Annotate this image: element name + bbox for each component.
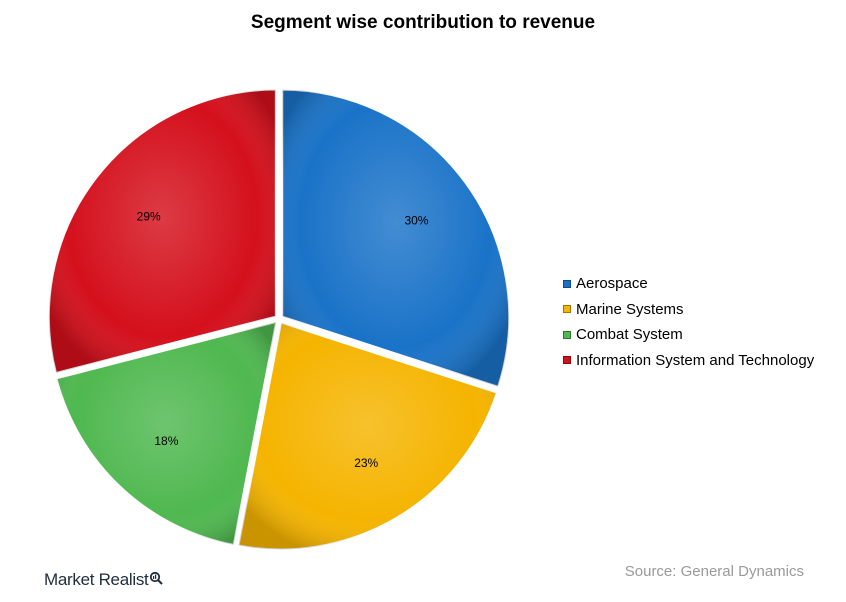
legend-label: Information System and Technology: [576, 351, 815, 369]
legend-label: Combat System: [576, 326, 683, 344]
chart-title: Segment wise contribution to revenue: [250, 12, 596, 33]
legend-item-aerospace: Aerospace: [563, 271, 814, 297]
legend-label: Marine Systems: [576, 300, 684, 318]
legend-item-marine-systems: Marine Systems: [563, 297, 814, 323]
data-label-information-system-and-technology: 29%: [137, 209, 161, 223]
pie-slice-shading: [238, 322, 497, 550]
data-label-aerospace: 30%: [404, 214, 428, 228]
pie-slice-shading: [56, 321, 277, 545]
brand-name: Market Realist: [44, 570, 149, 589]
legend-swatch: [563, 330, 571, 339]
magnifier-icon: [149, 570, 164, 590]
brand-logo: Market Realist: [44, 570, 164, 590]
legend-item-combat-system: Combat System: [563, 322, 814, 348]
legend-swatch: [563, 305, 571, 314]
data-label-combat-system: 18%: [154, 434, 178, 448]
pie-slice-shading: [282, 89, 510, 387]
legend-swatch: [563, 356, 571, 365]
legend: Aerospace Marine Systems Combat System Info…: [563, 271, 814, 373]
legend-swatch: [563, 279, 571, 288]
legend-label: Aerospace: [576, 275, 648, 293]
legend-item-information-system-and-technology: Information System and Technology: [563, 348, 814, 374]
pie-slice-shading: [48, 89, 276, 374]
source-note: Source: General Dynamics: [624, 563, 804, 580]
data-label-marine-systems: 23%: [354, 456, 378, 470]
